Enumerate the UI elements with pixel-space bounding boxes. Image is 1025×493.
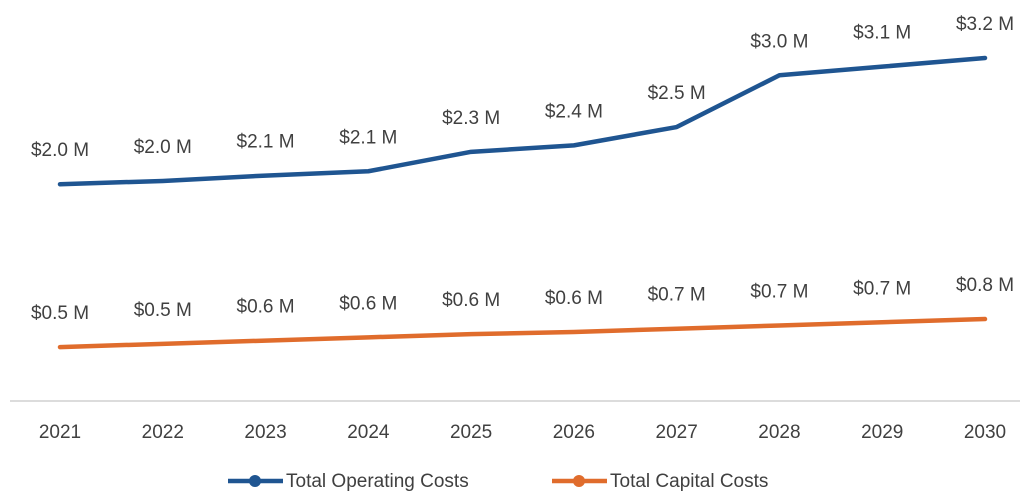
x-tick-label: 2029 <box>861 422 903 443</box>
data-label: $0.7 M <box>750 282 808 303</box>
data-label: $0.6 M <box>339 293 397 314</box>
x-tick-label: 2026 <box>553 422 595 443</box>
data-label: $2.0 M <box>31 140 89 161</box>
x-tick-label: 2024 <box>347 422 390 443</box>
x-tick-label: 2023 <box>244 422 286 443</box>
data-label: $3.2 M <box>956 14 1014 35</box>
legend-marker <box>573 475 585 487</box>
data-label: $3.1 M <box>853 23 911 44</box>
legend-marker <box>249 475 261 487</box>
line <box>57 316 988 350</box>
data-label: $0.6 M <box>237 297 295 318</box>
x-tick-label: 2021 <box>39 422 81 443</box>
data-label: $0.6 M <box>545 288 603 309</box>
data-label: $2.0 M <box>134 137 192 158</box>
x-tick-label: 2028 <box>758 422 800 443</box>
data-label: $0.7 M <box>853 278 911 299</box>
data-label: $2.1 M <box>339 127 397 148</box>
data-label: $2.1 M <box>237 132 295 153</box>
data-label: $0.5 M <box>31 303 89 324</box>
data-label: $2.5 M <box>648 83 706 104</box>
legend-label: Total Operating Costs <box>286 471 469 492</box>
data-label: $3.0 M <box>750 31 808 52</box>
x-tick-label: 2022 <box>142 422 184 443</box>
data-label: $0.6 M <box>442 290 500 311</box>
line <box>57 55 988 187</box>
data-label: $2.4 M <box>545 101 603 122</box>
data-label: $0.8 M <box>956 275 1014 296</box>
legend-label: Total Capital Costs <box>610 471 768 492</box>
x-tick-label: 2025 <box>450 422 492 443</box>
x-tick-label: 2027 <box>656 422 698 443</box>
data-label: $0.5 M <box>134 300 192 321</box>
data-label: $0.7 M <box>648 285 706 306</box>
x-tick-label: 2030 <box>964 422 1006 443</box>
data-label: $2.3 M <box>442 108 500 129</box>
